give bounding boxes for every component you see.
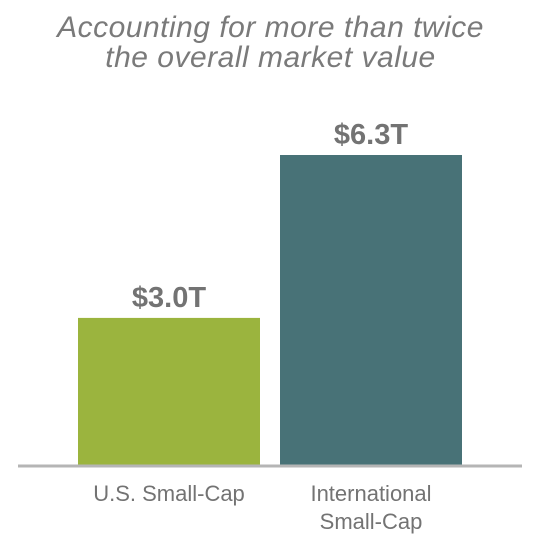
category-label-2-line-2: Small-Cap bbox=[320, 509, 423, 534]
chart-title-line-2: the overall market value bbox=[105, 41, 436, 74]
category-label-2-line-1: International bbox=[310, 481, 431, 506]
data-label-2: $6.3T bbox=[334, 119, 408, 151]
labels-group: $3.0T U.S. Small-Cap $6.3T International Sma… bbox=[93, 119, 431, 534]
chart-title: Accounting for more than twice the overa… bbox=[0, 13, 541, 73]
category-label-1-line-1: U.S. Small-Cap bbox=[93, 481, 245, 506]
bar-us-small-cap bbox=[78, 317, 260, 466]
bars-group bbox=[78, 155, 462, 466]
bar-international-small-cap bbox=[280, 155, 462, 466]
data-label-1: $3.0T bbox=[132, 282, 206, 314]
chart-title-line-1: Accounting for more than twice bbox=[57, 11, 484, 44]
